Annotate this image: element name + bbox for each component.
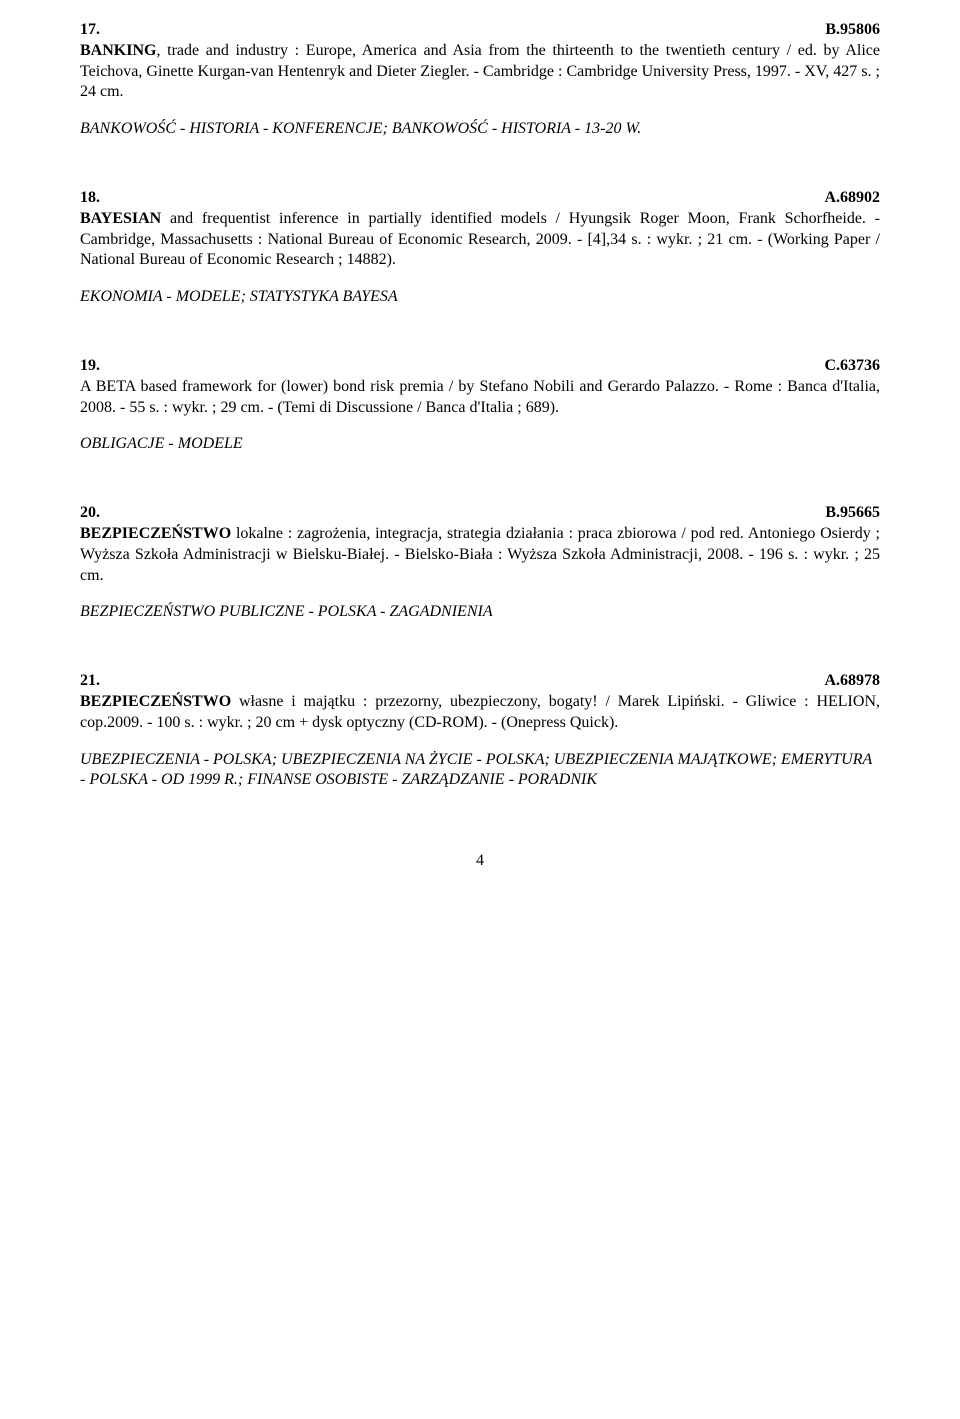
entry-lead-word: BANKING bbox=[80, 42, 156, 59]
bibliography-entry: 20. B.95665BEZPIECZEŃSTWO lokalne : zagro… bbox=[80, 503, 880, 623]
entry-header: 20. B.95665 bbox=[80, 503, 880, 524]
bibliography-entry: 21. A.68978BEZPIECZEŃSTWO własne i majątk… bbox=[80, 671, 880, 791]
entry-number: 21. bbox=[80, 671, 100, 692]
entry-code: C.63736 bbox=[824, 356, 880, 377]
entry-number: 18. bbox=[80, 188, 100, 209]
entry-header: 18. A.68902 bbox=[80, 188, 880, 209]
entry-header: 19. C.63736 bbox=[80, 356, 880, 377]
entry-code: B.95806 bbox=[825, 20, 880, 41]
bibliography-entry: 19. C.63736A BETA based framework for (lo… bbox=[80, 356, 880, 455]
entry-description: BEZPIECZEŃSTWO własne i majątku : przezo… bbox=[80, 692, 880, 734]
entry-description: BEZPIECZEŃSTWO lokalne : zagrożenia, int… bbox=[80, 524, 880, 586]
entry-subjects: OBLIGACJE - MODELE bbox=[80, 434, 880, 455]
bibliography-entry: 18.A.68902BAYESIAN and frequentist infer… bbox=[80, 188, 880, 308]
entry-header: 17. B.95806 bbox=[80, 20, 880, 41]
page-number: 4 bbox=[80, 851, 880, 872]
entry-subjects: EKONOMIA - MODELE; STATYSTYKA BAYESA bbox=[80, 287, 880, 308]
entry-subjects: BEZPIECZEŃSTWO PUBLICZNE - POLSKA - ZAGA… bbox=[80, 602, 880, 623]
entry-lead-word: BEZPIECZEŃSTWO bbox=[80, 693, 231, 710]
entry-rest-text: A BETA based framework for (lower) bond … bbox=[80, 378, 880, 416]
entry-description: A BETA based framework for (lower) bond … bbox=[80, 377, 880, 419]
entry-code: B.95665 bbox=[825, 503, 880, 524]
entry-code: A.68902 bbox=[824, 188, 880, 209]
entry-subjects: BANKOWOŚĆ - HISTORIA - KONFERENCJE; BANK… bbox=[80, 119, 880, 140]
entry-number: 17. bbox=[80, 20, 100, 41]
entry-lead-word: BEZPIECZEŃSTWO bbox=[80, 525, 231, 542]
entry-header: 21. A.68978 bbox=[80, 671, 880, 692]
entry-rest-text: , trade and industry : Europe, America a… bbox=[80, 42, 880, 101]
entry-description: BANKING, trade and industry : Europe, Am… bbox=[80, 41, 880, 103]
bibliography-entry: 17.B.95806BANKING, trade and industry : … bbox=[80, 20, 880, 140]
entry-description: BAYESIAN and frequentist inference in pa… bbox=[80, 209, 880, 271]
entry-subjects: UBEZPIECZENIA - POLSKA; UBEZPIECZENIA NA… bbox=[80, 750, 880, 792]
entry-rest-text: and frequentist inference in partially i… bbox=[80, 210, 880, 269]
entry-number: 19. bbox=[80, 356, 100, 377]
entry-number: 20. bbox=[80, 503, 100, 524]
entry-lead-word: BAYESIAN bbox=[80, 210, 161, 227]
entry-code: A.68978 bbox=[824, 671, 880, 692]
